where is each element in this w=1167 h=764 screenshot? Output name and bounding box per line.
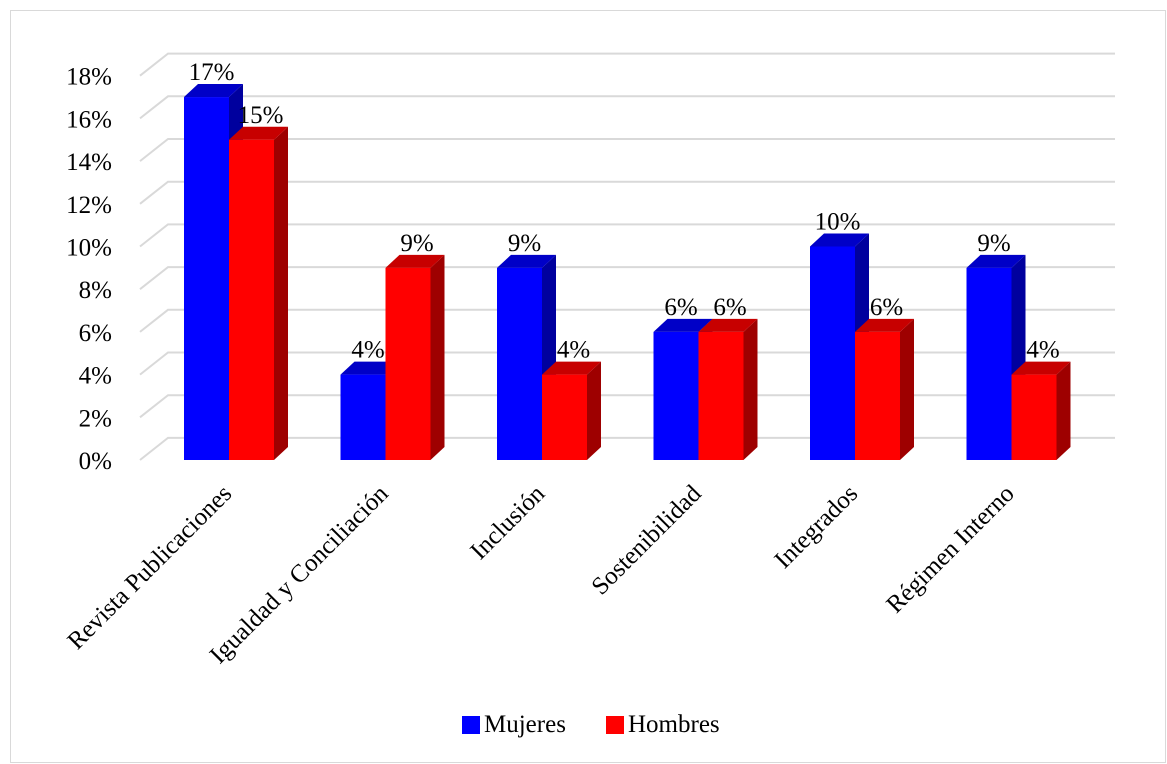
y-tick-label: 16% <box>66 106 112 133</box>
legend-swatch <box>606 716 624 734</box>
data-label: 15% <box>238 102 284 129</box>
y-axis: 0% 2% 4% 6% 8% 10% 12% 14% 16% 18% <box>66 64 112 475</box>
bar-hombres <box>698 318 758 460</box>
gridline <box>139 95 1115 120</box>
gridline <box>139 308 1115 333</box>
gridline <box>139 351 1115 376</box>
bar-hombres <box>385 254 445 460</box>
legend: Mujeres Hombres <box>462 711 720 738</box>
data-label: 4% <box>557 337 590 364</box>
gridlines <box>139 52 1115 461</box>
legend-label: Mujeres <box>484 711 566 738</box>
data-label: 6% <box>870 294 903 321</box>
x-tick-label: Revista Publicaciones <box>63 480 238 655</box>
x-tick-label: Sostenibilidad <box>586 480 707 601</box>
data-labels: 17%15% 4% 9% 9% 4% 6% 6% 10% 6% 9% 4% <box>189 59 1060 364</box>
data-label: 4% <box>1026 337 1059 364</box>
data-label: 4% <box>351 337 384 364</box>
legend-label: Hombres <box>628 711 720 738</box>
data-label: 9% <box>400 230 433 257</box>
gridline <box>139 394 1115 419</box>
gridline <box>139 223 1115 248</box>
data-label: 6% <box>664 294 697 321</box>
legend-item-hombres: Hombres <box>606 711 720 738</box>
bar-hombres <box>229 126 288 460</box>
bars <box>184 84 1071 461</box>
x-tick-label: Régimen Interno <box>881 480 1019 618</box>
data-label: 9% <box>508 230 541 257</box>
bar-hombres <box>1011 361 1071 460</box>
y-tick-label: 6% <box>79 320 112 347</box>
y-tick-label: 10% <box>66 235 112 262</box>
x-tick-label: Igualdad y Conciliación <box>205 480 394 669</box>
y-tick-label: 14% <box>66 149 112 176</box>
gridline <box>139 52 1115 77</box>
y-tick-label: 2% <box>79 405 112 432</box>
gridline <box>139 436 1115 461</box>
y-tick-label: 4% <box>79 363 112 390</box>
y-tick-label: 8% <box>79 277 112 304</box>
bar-hombres <box>542 361 601 460</box>
data-label: 6% <box>713 294 746 321</box>
y-tick-label: 18% <box>66 64 112 91</box>
bar-hombres <box>855 318 914 460</box>
gridline <box>139 266 1115 290</box>
gridline <box>139 180 1115 205</box>
data-label: 9% <box>977 230 1010 257</box>
y-tick-label: 12% <box>66 192 112 219</box>
gridline <box>139 138 1115 162</box>
data-label: 10% <box>815 209 861 236</box>
x-tick-label: Integrados <box>770 480 864 574</box>
y-tick-label: 0% <box>79 448 112 475</box>
data-label: 17% <box>189 59 235 86</box>
bar-mujeres <box>497 254 556 460</box>
legend-item-mujeres: Mujeres <box>462 711 566 738</box>
x-tick-label: Inclusión <box>465 480 550 565</box>
legend-swatch <box>462 716 480 734</box>
